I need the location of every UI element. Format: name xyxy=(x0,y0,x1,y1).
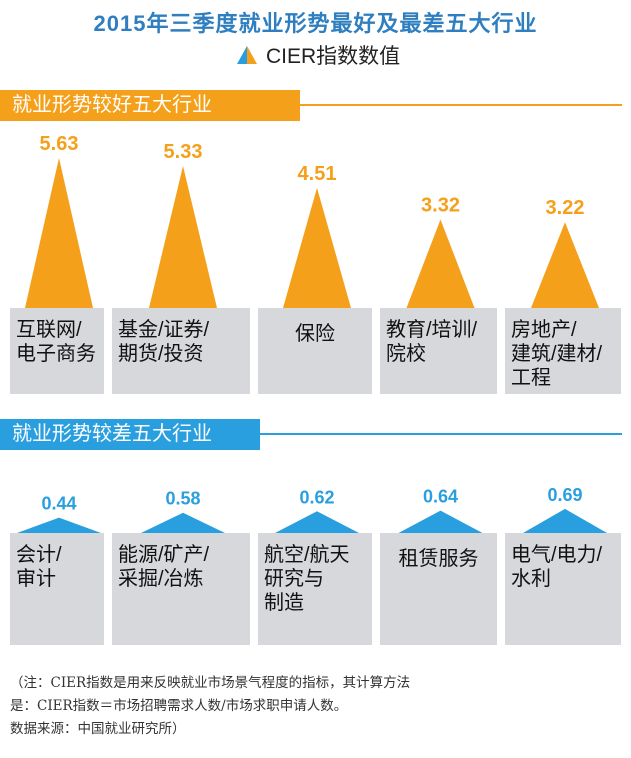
worst-category-label: 会计/ xyxy=(16,544,62,566)
best-category-box: 保险 xyxy=(258,308,372,394)
worst-category-label: 审计 xyxy=(16,568,56,590)
worst-category-label: 电气/电力/ xyxy=(511,544,603,566)
chart-title: 2015年三季度就业形势最好及最差五大行业 xyxy=(93,11,538,36)
best-category-box: 基金/证券/期货/投资 xyxy=(112,308,250,394)
worst-category-box: 电气/电力/水利 xyxy=(505,533,621,645)
worst-value-triangle xyxy=(17,517,101,533)
worst-value-triangle xyxy=(523,508,607,533)
worst-category-label: 租赁服务 xyxy=(398,548,479,570)
best-value-triangle xyxy=(283,187,351,308)
worst-category-label: 水利 xyxy=(511,568,551,590)
worst-value-triangle xyxy=(141,512,225,533)
worst-section-heading: 就业形势较差五大行业 xyxy=(0,419,260,450)
worst-category-label: 制造 xyxy=(264,592,304,614)
best-value-label: 4.51 xyxy=(298,163,337,185)
worst-value-label: 0.44 xyxy=(41,494,76,514)
footnote-line: 数据来源：中国就业研究所） xyxy=(10,721,186,737)
worst-category-box: 航空/航天 研究与 制造 xyxy=(258,533,372,645)
footnote-line: 是：CIER指数＝市场招聘需求人数/市场求职申请人数。 xyxy=(10,698,348,714)
best-category-label: 电子商务 xyxy=(16,343,96,365)
worst-value-label: 0.69 xyxy=(547,485,582,505)
best-category-box: 互联网/电子商务 xyxy=(10,308,104,394)
best-category-label: 建筑/建材/ xyxy=(511,343,603,365)
footnote-line: （注：CIER指数是用来反映就业市场景气程度的指标，其计算方法 xyxy=(10,675,411,691)
best-category-label: 互联网/ xyxy=(16,319,82,341)
best-value-triangle xyxy=(531,222,599,308)
legend-label: CIER指数数值 xyxy=(266,45,401,68)
worst-category-box: 能源/矿产/采掘/冶炼 xyxy=(112,533,250,645)
best-value-label: 5.63 xyxy=(40,133,79,155)
best-value-triangle xyxy=(406,219,475,308)
best-value-label: 3.32 xyxy=(421,195,460,217)
worst-category-label: 能源/矿产/ xyxy=(118,544,210,566)
footnote: （注：CIER指数是用来反映就业市场景气程度的指标，其计算方法 是：CIER指数… xyxy=(10,672,625,741)
worst-value-triangle xyxy=(275,511,359,533)
best-category-label: 期货/投资 xyxy=(118,343,204,365)
legend: CIER指数数值 xyxy=(236,42,400,68)
worst-category-label: 航空/航天 xyxy=(264,544,350,566)
best-category-label: 房地产/ xyxy=(511,319,577,341)
worst-category-box: 会计/审计 xyxy=(10,533,104,645)
worst-category-label: 采掘/冶炼 xyxy=(118,568,204,590)
worst-section-rule xyxy=(260,433,622,435)
best-category-label: 工程 xyxy=(511,367,551,389)
best-category-label: 保险 xyxy=(295,323,335,345)
triangle-legend-icon xyxy=(237,46,257,64)
best-value-triangle xyxy=(149,165,217,308)
worst-value-triangle xyxy=(398,510,483,533)
best-category-label: 教育/培训/ xyxy=(386,319,478,341)
best-value-triangle xyxy=(25,158,93,308)
best-value-label: 5.33 xyxy=(164,141,203,163)
worst-value-label: 0.64 xyxy=(423,487,458,507)
worst-category-box: 租赁服务 xyxy=(380,533,497,645)
best-category-label: 院校 xyxy=(386,343,426,365)
worst-value-label: 0.62 xyxy=(299,487,334,507)
best-category-box: 教育/培训/院校 xyxy=(380,308,497,394)
best-category-label: 基金/证券/ xyxy=(118,319,210,341)
best-section-rule xyxy=(300,104,622,106)
best-section-heading: 就业形势较好五大行业 xyxy=(0,90,300,121)
worst-category-label: 研究与 xyxy=(264,568,324,590)
worst-value-label: 0.58 xyxy=(165,489,200,509)
best-category-box: 房地产/建筑/建材/工程 xyxy=(505,308,621,394)
best-value-label: 3.22 xyxy=(546,197,585,219)
